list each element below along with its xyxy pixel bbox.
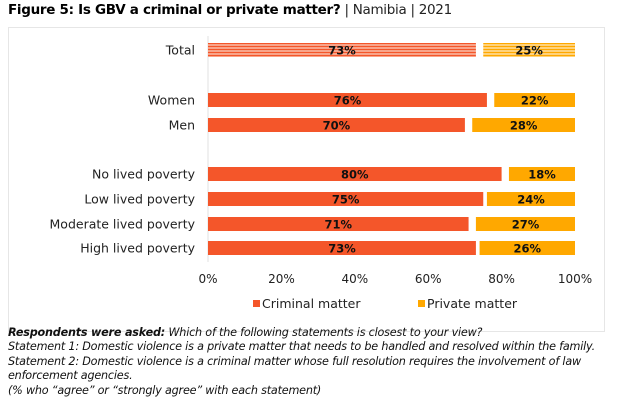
bar-criminal <box>208 217 469 231</box>
bar-private <box>486 192 575 206</box>
category-label: No lived poverty <box>92 167 196 182</box>
category-label: Men <box>169 118 195 133</box>
data-label-criminal: 71% <box>325 218 353 232</box>
data-label-criminal: 75% <box>332 193 360 207</box>
data-label-private: 25% <box>515 44 543 58</box>
sep: | <box>344 2 349 18</box>
legend-label: Private matter <box>427 296 518 311</box>
category-label: High lived poverty <box>80 241 195 256</box>
bar-criminal <box>208 118 465 132</box>
category-label: Total <box>165 43 195 58</box>
bar-criminal <box>208 192 484 206</box>
x-tick-label: 40% <box>341 272 368 286</box>
legend-swatch <box>418 300 425 307</box>
category-label: Moderate lived poverty <box>50 217 196 232</box>
bar-private <box>494 93 575 107</box>
bar-criminal <box>208 93 487 107</box>
asked-text: Which of the following statements is clo… <box>168 326 483 339</box>
legend-swatch <box>253 300 260 307</box>
bar-criminal <box>208 241 476 255</box>
bar-private <box>475 217 575 231</box>
data-label-criminal: 80% <box>341 168 369 182</box>
bar-private <box>479 241 575 255</box>
data-label-criminal: 73% <box>328 242 356 256</box>
x-tick-label: 60% <box>415 272 442 286</box>
x-tick-label: 100% <box>558 272 592 286</box>
asked-label: Respondents were asked: <box>8 326 166 339</box>
bar-criminal <box>208 167 502 181</box>
x-tick-label: 0% <box>198 272 217 286</box>
data-label-private: 18% <box>528 168 556 182</box>
x-tick-label: 20% <box>268 272 295 286</box>
category-label: Low lived poverty <box>84 192 195 207</box>
footnote: (% who “agree” or “strongly agree” with … <box>8 383 322 397</box>
notes: Respondents were asked: Which of the fol… <box>8 326 618 398</box>
bar-private <box>472 118 575 132</box>
data-label-private: 24% <box>517 193 545 207</box>
title-country: Namibia <box>352 2 407 18</box>
data-label-criminal: 73% <box>328 44 356 58</box>
data-label-private: 27% <box>512 218 540 232</box>
bar-private <box>508 167 575 181</box>
x-tick-label: 80% <box>488 272 515 286</box>
statement-1: Statement 1: Domestic violence is a priv… <box>8 340 595 354</box>
title-year: 2021 <box>418 2 452 18</box>
title-main: Figure 5: Is GBV a criminal or private m… <box>8 2 341 18</box>
category-label: Women <box>148 93 195 108</box>
data-label-criminal: 76% <box>334 94 362 108</box>
bar-criminal <box>208 43 476 57</box>
figure-title: Figure 5: Is GBV a criminal or private m… <box>8 2 452 18</box>
legend-label: Criminal matter <box>262 296 361 311</box>
data-label-private: 28% <box>510 119 538 133</box>
chart-frame <box>8 27 605 332</box>
data-label-private: 26% <box>514 242 542 256</box>
data-label-private: 22% <box>521 94 549 108</box>
data-label-criminal: 70% <box>323 119 351 133</box>
statement-2: Statement 2: Domestic violence is a crim… <box>8 354 581 383</box>
bar-private <box>483 43 575 57</box>
sep: | <box>410 2 415 18</box>
